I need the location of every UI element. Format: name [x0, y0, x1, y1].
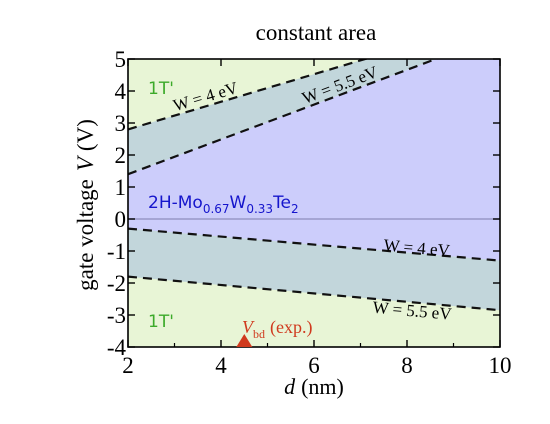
- plot-area: [128, 19, 500, 347]
- chart-title: constant area: [256, 20, 377, 45]
- y-tick-label: 0: [115, 207, 127, 232]
- y-tick-label: -1: [107, 239, 126, 264]
- y-tick-label: 3: [115, 111, 127, 136]
- x-axis-label: d (nm): [284, 374, 344, 399]
- y-tick-label: 1: [115, 175, 127, 200]
- x-tick-label: 10: [489, 353, 512, 378]
- y-tick-label: 2: [115, 143, 127, 168]
- y-tick-label: 5: [115, 47, 127, 72]
- y-axis-label: gate voltageV(V): [73, 119, 98, 291]
- region-label-1t-top: 1T': [148, 79, 174, 99]
- y-tick-label: 4: [115, 79, 127, 104]
- region-label-1t-bottom: 1T': [148, 312, 174, 332]
- x-tick-label: 8: [401, 353, 413, 378]
- y-tick-label: -2: [107, 271, 126, 296]
- y-tick-label: -3: [107, 303, 126, 328]
- x-tick-label: 4: [215, 353, 227, 378]
- y-tick-label: -4: [107, 335, 127, 360]
